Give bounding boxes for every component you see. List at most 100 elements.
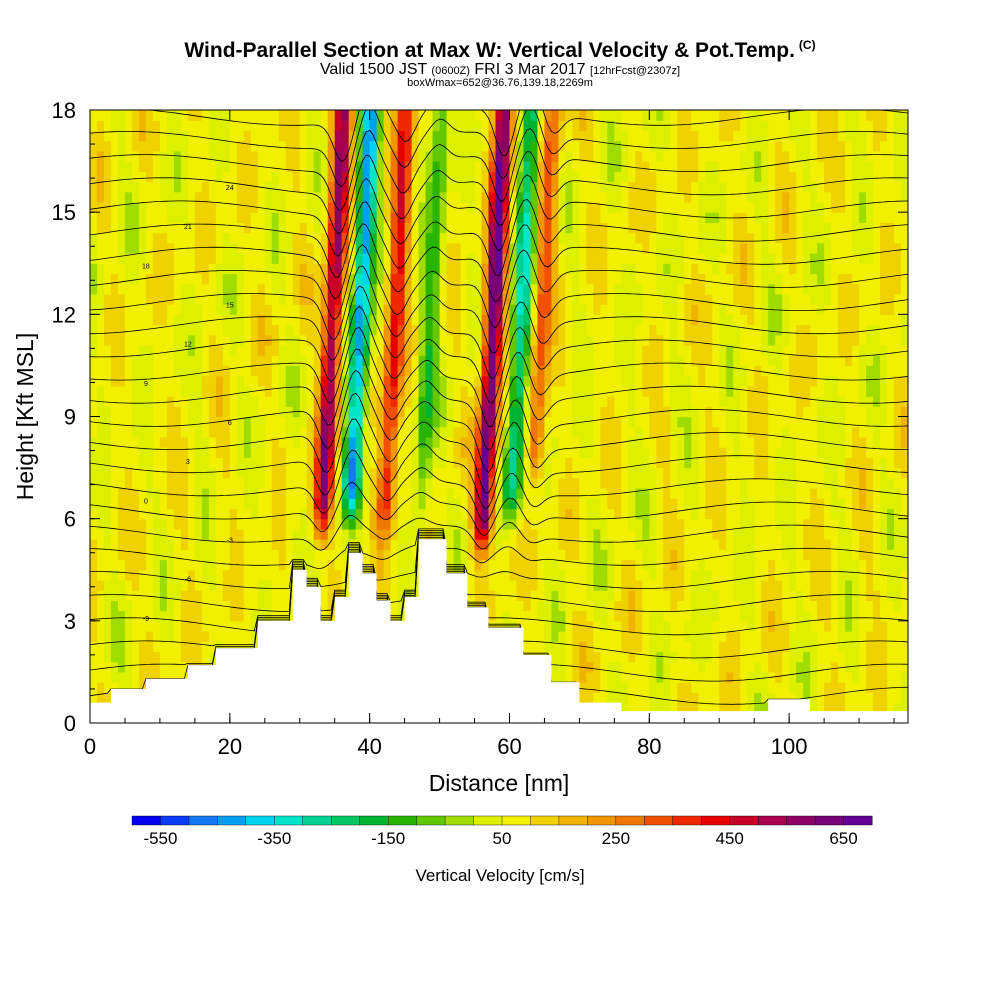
velocity-cell <box>257 426 266 438</box>
velocity-cell <box>90 498 98 510</box>
velocity-cell <box>593 467 601 479</box>
velocity-cell <box>208 365 217 377</box>
velocity-cell <box>425 273 434 285</box>
velocity-cell <box>355 110 364 121</box>
velocity-cell <box>334 355 343 367</box>
velocity-cell <box>334 488 343 499</box>
velocity-cell <box>264 253 273 264</box>
velocity-cell <box>313 191 322 203</box>
velocity-cell <box>411 436 420 448</box>
velocity-cell <box>320 110 329 121</box>
velocity-cell <box>404 140 413 152</box>
velocity-cell <box>474 253 483 264</box>
velocity-cell <box>565 518 574 530</box>
velocity-cell <box>404 201 413 213</box>
velocity-cell <box>642 110 650 121</box>
velocity-cell <box>635 171 643 183</box>
velocity-cell <box>285 426 294 438</box>
velocity-cell <box>474 110 483 121</box>
velocity-cell <box>334 110 343 121</box>
velocity-cell <box>208 396 217 407</box>
velocity-cell <box>432 212 441 223</box>
velocity-cell <box>411 293 420 305</box>
velocity-cell <box>663 467 671 479</box>
velocity-cell <box>502 528 511 540</box>
velocity-cell <box>215 467 224 479</box>
velocity-cell <box>565 488 574 499</box>
velocity-cell <box>411 549 420 561</box>
velocity-cell <box>642 579 650 591</box>
velocity-cell <box>376 528 385 540</box>
velocity-cell <box>194 590 203 601</box>
velocity-cell <box>117 120 126 132</box>
velocity-cell <box>152 457 161 469</box>
velocity-cell <box>250 416 259 428</box>
velocity-cell <box>299 304 308 315</box>
velocity-cell <box>467 293 476 305</box>
velocity-cell <box>222 426 231 438</box>
velocity-cell <box>138 130 147 142</box>
velocity-cell <box>243 539 252 550</box>
velocity-cell <box>103 641 112 653</box>
velocity-cell <box>152 344 161 356</box>
velocity-cell <box>173 314 182 326</box>
velocity-cell <box>166 150 175 162</box>
velocity-cell <box>299 253 308 264</box>
velocity-cell <box>257 477 266 489</box>
velocity-cell <box>474 375 483 387</box>
velocity-cell <box>278 181 287 193</box>
velocity-cell <box>362 518 371 530</box>
velocity-cell <box>551 110 560 121</box>
velocity-cell <box>502 110 511 121</box>
velocity-cell <box>173 600 182 612</box>
velocity-cell <box>425 375 434 387</box>
velocity-cell <box>124 263 133 275</box>
velocity-cell <box>558 671 567 683</box>
velocity-cell <box>145 641 154 653</box>
velocity-cell <box>537 324 546 336</box>
velocity-cell <box>103 344 112 356</box>
velocity-cell <box>544 375 553 387</box>
velocity-cell <box>467 324 476 336</box>
velocity-cell <box>397 396 406 407</box>
velocity-cell <box>306 539 315 550</box>
velocity-cell <box>138 610 147 622</box>
velocity-cell <box>327 518 336 530</box>
velocity-cell <box>348 457 357 469</box>
velocity-cell <box>124 416 133 428</box>
velocity-cell <box>635 385 643 397</box>
velocity-cell <box>425 436 434 448</box>
velocity-cell <box>250 610 259 622</box>
velocity-cell <box>187 590 196 601</box>
velocity-cell <box>173 569 182 581</box>
velocity-cell <box>383 110 392 121</box>
velocity-cell <box>96 181 105 193</box>
velocity-cell <box>194 273 203 285</box>
velocity-cell <box>516 161 525 172</box>
velocity-cell <box>544 610 553 622</box>
velocity-cell <box>166 641 175 653</box>
velocity-cell <box>194 293 203 305</box>
velocity-cell <box>642 365 650 377</box>
velocity-cell <box>635 355 643 367</box>
velocity-cell <box>341 232 350 244</box>
velocity-cell <box>516 579 525 591</box>
velocity-cell <box>131 222 140 234</box>
velocity-cell <box>117 191 126 203</box>
velocity-cell <box>131 631 140 642</box>
velocity-cell <box>607 467 615 479</box>
velocity-cell <box>390 600 399 612</box>
velocity-cell <box>502 375 511 387</box>
velocity-cell <box>628 641 636 653</box>
velocity-cell <box>523 539 532 550</box>
velocity-cell <box>145 498 154 510</box>
velocity-cell <box>313 161 322 172</box>
velocity-cell <box>194 334 203 346</box>
velocity-cell <box>180 273 189 285</box>
velocity-cell <box>607 528 615 540</box>
velocity-cell <box>222 253 231 264</box>
velocity-cell <box>292 150 301 162</box>
velocity-cell <box>607 426 615 438</box>
velocity-cell <box>649 242 657 254</box>
velocity-cell <box>600 253 608 264</box>
